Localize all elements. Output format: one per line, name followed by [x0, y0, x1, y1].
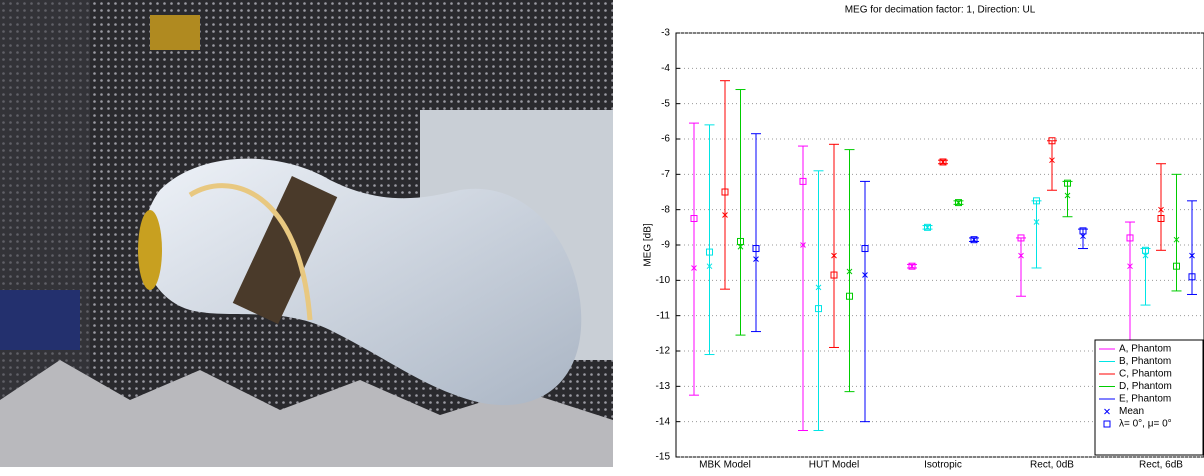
ref-marker — [799, 177, 807, 185]
mean-marker — [737, 243, 744, 250]
mean-marker — [815, 284, 822, 291]
legend-label: λ= 0°, μ= 0° — [1119, 419, 1172, 430]
legend-label: A, Phantom — [1119, 344, 1171, 355]
ref-marker — [1173, 262, 1180, 270]
legend-label: C, Phantom — [1119, 369, 1172, 380]
photo — [0, 0, 613, 467]
mean-marker — [955, 199, 962, 206]
ref-marker — [1126, 234, 1134, 242]
ref-marker — [1188, 273, 1196, 281]
legend-marker — [1103, 420, 1111, 428]
y-tick-label: -9 — [661, 240, 670, 251]
ref-marker — [830, 271, 838, 279]
ref-marker — [939, 158, 947, 166]
y-tick-label: -3 — [661, 28, 670, 39]
y-axis-label: MEG [dB] — [643, 223, 654, 267]
y-tick-label: -13 — [656, 381, 671, 392]
mean-marker — [1189, 252, 1195, 259]
mean-marker — [1127, 263, 1133, 270]
y-tick-label: -4 — [661, 63, 670, 74]
mean-marker — [971, 236, 977, 243]
ref-marker — [1033, 197, 1040, 205]
y-tick-label: -12 — [656, 346, 671, 357]
mean-marker — [862, 272, 868, 278]
mean-marker — [1049, 157, 1055, 164]
mean-marker — [1173, 236, 1180, 243]
mean-marker — [1080, 233, 1086, 240]
ref-marker — [752, 245, 760, 253]
legend-label: D, Phantom — [1119, 381, 1172, 392]
mean-marker — [722, 212, 728, 218]
ref-marker — [1017, 234, 1025, 242]
ref-marker — [815, 305, 822, 313]
legend-label: Mean — [1119, 406, 1144, 417]
mean-marker — [706, 263, 713, 270]
ref-marker — [861, 245, 869, 253]
ref-marker — [970, 236, 978, 244]
y-tick-label: -5 — [661, 98, 670, 109]
legend-label: B, Phantom — [1119, 356, 1171, 367]
x-tick-label: HUT Model — [809, 460, 859, 471]
mean-marker — [940, 159, 946, 165]
ref-marker — [1157, 215, 1165, 222]
y-tick-label: -8 — [661, 204, 670, 215]
mean-marker — [831, 252, 837, 259]
legend-label: E, Phantom — [1119, 394, 1171, 405]
mean-marker — [1142, 252, 1149, 259]
y-tick-label: -6 — [661, 134, 670, 145]
y-tick-label: -10 — [656, 275, 671, 286]
ref-marker — [955, 199, 962, 207]
y-tick-label: -7 — [661, 169, 670, 180]
mean-marker — [1158, 206, 1164, 213]
mean-marker — [846, 268, 853, 275]
y-tick-label: -15 — [656, 452, 671, 463]
ref-marker — [846, 292, 853, 300]
mean-marker — [1033, 219, 1040, 225]
ref-marker — [1142, 246, 1149, 254]
ref-marker — [690, 215, 698, 222]
ref-marker — [924, 223, 931, 231]
x-tick-label: Rect, 0dB — [1030, 460, 1074, 471]
legend-box — [1094, 339, 1204, 456]
y-tick-label: -14 — [656, 416, 671, 427]
x-tick-label: Isotropic — [924, 460, 962, 471]
chart-title: MEG for decimation factor: 1, Direction:… — [845, 5, 1036, 16]
ref-marker — [908, 262, 916, 270]
ref-marker — [1079, 227, 1087, 235]
ref-marker — [706, 248, 713, 256]
mean-marker — [691, 265, 697, 271]
mean-marker — [800, 242, 806, 248]
mean-marker — [1018, 252, 1024, 259]
ref-marker — [721, 188, 729, 196]
ref-marker — [1048, 137, 1056, 145]
ref-marker — [737, 237, 744, 245]
mean-marker — [924, 224, 931, 231]
y-tick-label: -11 — [656, 310, 670, 321]
x-tick-label: MBK Model — [699, 460, 751, 471]
ref-marker — [1064, 179, 1071, 187]
mean-marker — [753, 256, 759, 262]
mean-marker — [909, 263, 915, 270]
mean-marker — [1064, 192, 1071, 199]
x-tick-label: Rect, 6dB — [1139, 460, 1183, 471]
legend-marker — [1104, 408, 1110, 415]
